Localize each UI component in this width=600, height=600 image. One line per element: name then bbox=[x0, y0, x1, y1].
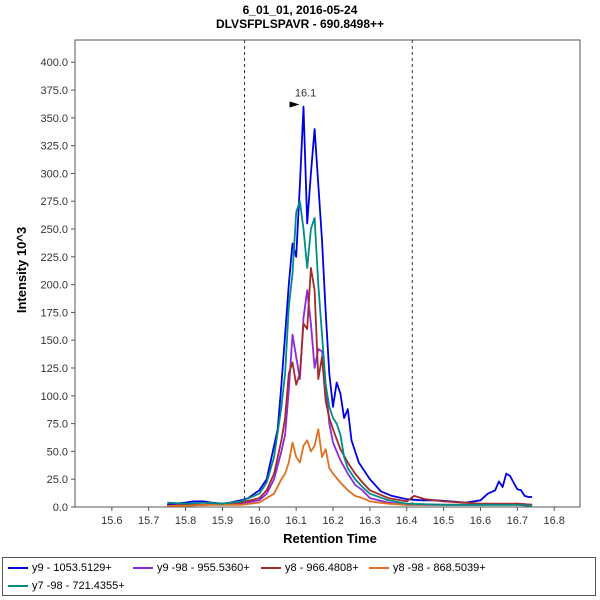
y-tick-label: 275.0 bbox=[40, 196, 68, 208]
series-line-3 bbox=[167, 266, 533, 507]
y-tick-label: 300.0 bbox=[40, 168, 68, 180]
legend-label: y8 -98 - 868.5039+ bbox=[393, 562, 486, 574]
plot-frame bbox=[74, 39, 581, 508]
y-tick-label: 25.0 bbox=[47, 474, 68, 486]
y-tick-label: 225.0 bbox=[40, 252, 68, 264]
legend-swatch bbox=[8, 585, 28, 587]
series-line-1 bbox=[167, 105, 533, 506]
chart-subtitle: DLVSFPLSPAVR - 690.8498++ bbox=[216, 17, 384, 31]
x-tick-label: 16.6 bbox=[470, 515, 491, 527]
peak-label: 16.1 bbox=[295, 87, 316, 99]
legend-item-2: y9 -98 - 955.5360+ bbox=[133, 562, 250, 574]
chart-title: 6_01_01, 2016-05-24 bbox=[243, 3, 358, 17]
y-tick-label: 200.0 bbox=[40, 280, 68, 292]
series-line-4 bbox=[167, 428, 533, 507]
y-tick-label: 50.0 bbox=[47, 446, 68, 458]
y-axis-title: Intensity 10^3 bbox=[14, 227, 29, 313]
peak-marker-icon bbox=[289, 101, 300, 108]
series-line-5 bbox=[167, 200, 533, 507]
series-line-2 bbox=[167, 289, 533, 507]
y-tick-label: 350.0 bbox=[40, 113, 68, 125]
legend-label: y8 - 966.4808+ bbox=[285, 562, 359, 574]
y-tick-label: 375.0 bbox=[40, 85, 68, 97]
legend-label: y9 -98 - 955.5360+ bbox=[157, 562, 250, 574]
y-tick-label: 0.0 bbox=[53, 502, 68, 514]
x-tick-label: 16.0 bbox=[249, 515, 270, 527]
x-tick-label: 16.1 bbox=[285, 515, 306, 527]
x-tick-label: 15.7 bbox=[138, 515, 159, 527]
y-tick-label: 400.0 bbox=[40, 57, 68, 69]
x-tick-label: 16.7 bbox=[507, 515, 528, 527]
legend-item-4: y8 -98 - 868.5039+ bbox=[369, 562, 486, 574]
legend-item-1: y9 - 1053.5129+ bbox=[8, 562, 112, 574]
y-tick-label: 150.0 bbox=[40, 335, 68, 347]
legend-swatch bbox=[133, 567, 153, 569]
legend-item-5: y7 -98 - 721.4355+ bbox=[8, 580, 125, 592]
chromatogram-chart: 6_01_01, 2016-05-24 DLVSFPLSPAVR - 690.8… bbox=[14, 3, 581, 546]
legend-label: y9 - 1053.5129+ bbox=[32, 562, 112, 574]
legend-label: y7 -98 - 721.4355+ bbox=[32, 580, 125, 592]
legend-item-3: y8 - 966.4808+ bbox=[261, 562, 359, 574]
x-tick-label: 15.8 bbox=[175, 515, 196, 527]
y-tick-label: 325.0 bbox=[40, 141, 68, 153]
x-tick-label: 15.6 bbox=[101, 515, 122, 527]
x-tick-label: 16.4 bbox=[396, 515, 417, 527]
x-tick-label: 16.2 bbox=[322, 515, 343, 527]
x-tick-label: 15.9 bbox=[212, 515, 233, 527]
legend-swatch bbox=[261, 567, 281, 569]
legend-swatch bbox=[369, 567, 389, 569]
y-tick-label: 100.0 bbox=[40, 391, 68, 403]
legend-swatch bbox=[8, 567, 28, 569]
x-tick-label: 16.3 bbox=[359, 515, 380, 527]
y-tick-label: 75.0 bbox=[47, 419, 68, 431]
y-tick-label: 175.0 bbox=[40, 307, 68, 319]
x-axis-title: Retention Time bbox=[283, 531, 377, 546]
legend: y9 - 1053.5129+ y9 -98 - 955.5360+ y8 - 96… bbox=[2, 557, 596, 596]
x-tick-label: 16.8 bbox=[543, 515, 564, 527]
y-tick-label: 250.0 bbox=[40, 224, 68, 236]
x-tick-label: 16.5 bbox=[433, 515, 454, 527]
y-tick-label: 125.0 bbox=[40, 363, 68, 375]
